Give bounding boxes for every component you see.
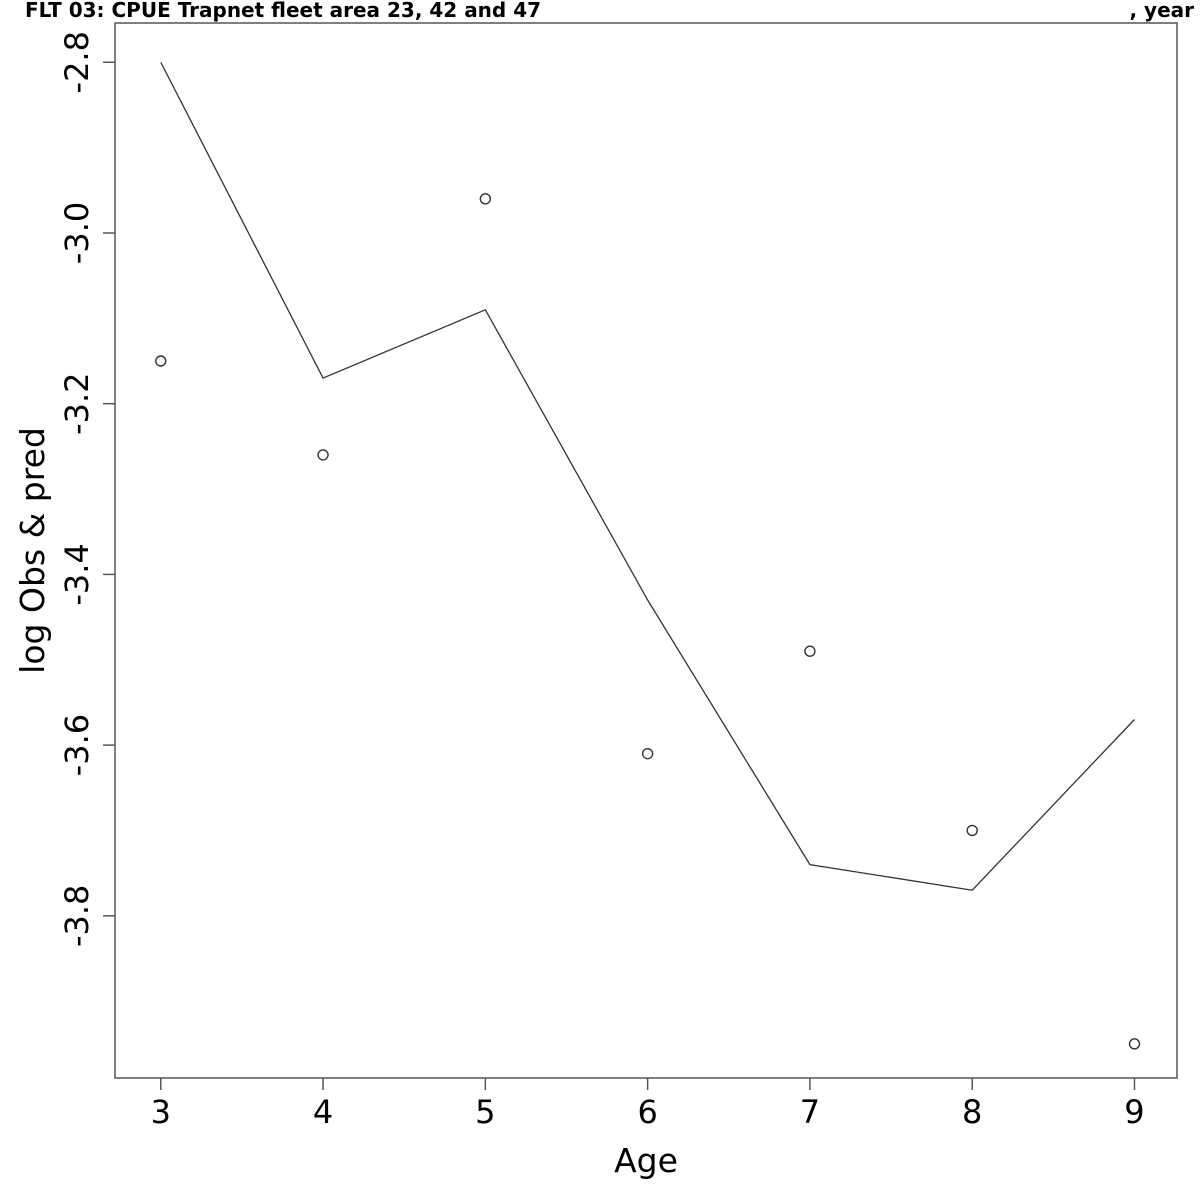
- x-tick-label: 5: [475, 1093, 495, 1131]
- x-tick-label: 6: [637, 1093, 657, 1131]
- observed-point: [804, 645, 816, 657]
- y-tick-label: -3.8: [58, 885, 96, 947]
- y-tick-label: -3.0: [58, 202, 96, 264]
- observed-point: [155, 355, 167, 367]
- x-tick-label: 7: [800, 1093, 820, 1131]
- observed-point: [641, 747, 654, 760]
- y-tick-label: -3.6: [58, 714, 96, 776]
- y-tick-label: -3.2: [58, 372, 96, 434]
- y-tick-label: -2.8: [58, 31, 96, 93]
- observed-point: [317, 449, 329, 461]
- chart-title: FLT 03: CPUE Trapnet fleet area 23, 42 a…: [25, 0, 542, 22]
- x-tick-label: 3: [151, 1093, 171, 1131]
- x-tick-label: 8: [962, 1093, 982, 1131]
- observed-point: [479, 193, 492, 205]
- observed-point: [966, 824, 978, 837]
- plot-box: [114, 22, 1178, 1079]
- x-tick-label: 9: [1124, 1093, 1144, 1131]
- x-tick-label: 4: [313, 1093, 333, 1131]
- chart-title-suffix-year: , year: [1129, 0, 1194, 22]
- observed-point: [1128, 1038, 1141, 1050]
- predicted-line: [160, 61, 1135, 891]
- y-axis-label: log Obs & pred: [13, 427, 52, 674]
- y-tick-label: -3.4: [58, 543, 96, 605]
- x-axis-label: Age: [614, 1141, 678, 1180]
